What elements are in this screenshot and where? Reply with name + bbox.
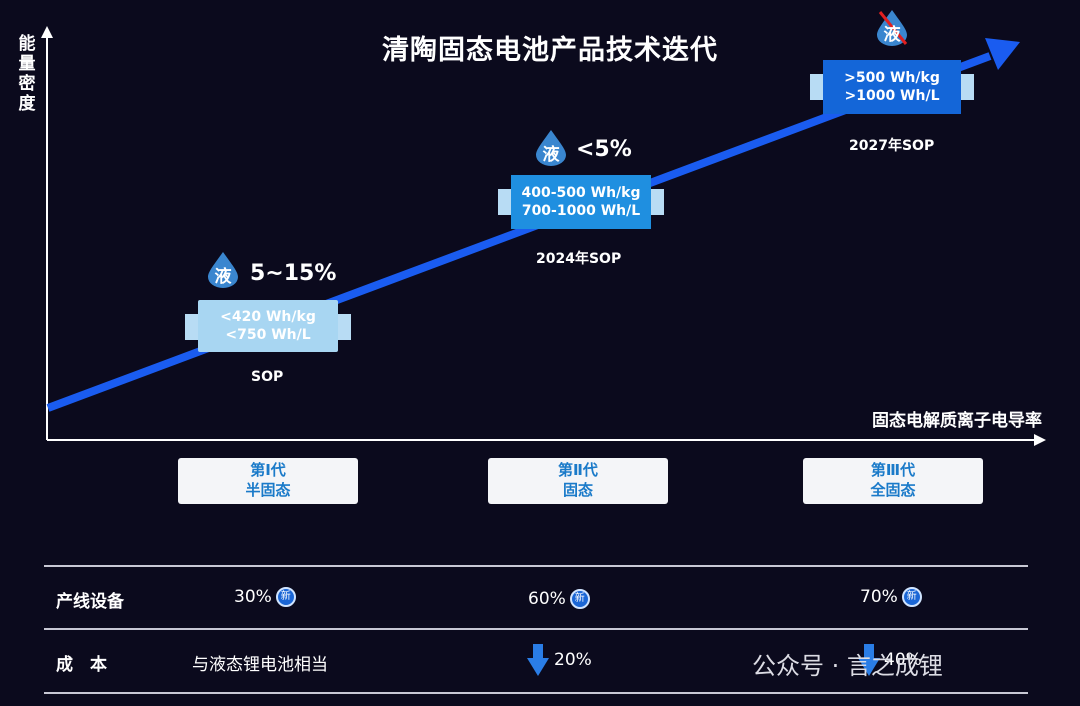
new-badge-icon: 新 — [275, 587, 296, 607]
table-divider — [44, 692, 1028, 694]
spec-box: >500 Wh/kg >1000 Wh/L — [810, 60, 974, 114]
liquid-drop-icon: 液 — [533, 128, 569, 166]
generation-label: 第Ⅰ代 — [250, 461, 286, 479]
down-arrow-icon — [527, 644, 549, 676]
table-cell: 60% 新 — [528, 589, 590, 609]
table-cell: 与液态锂电池相当 — [192, 655, 328, 675]
new-badge-icon: 新 — [901, 587, 922, 607]
no-liquid-drop-icon: 液 — [874, 8, 910, 46]
generation-type: 固态 — [562, 481, 593, 499]
row-label-cost: 成 本 — [56, 655, 107, 675]
generation-card: 第Ⅱ代 固态 — [488, 458, 668, 504]
sop-label: 2024年SOP — [536, 251, 622, 267]
generation-label: 第Ⅱ代 — [558, 461, 598, 479]
trend-arrow-head — [985, 38, 1020, 70]
spec-box: 400-500 Wh/kg 700-1000 Wh/L — [498, 175, 664, 229]
table-cell: 20% — [554, 650, 592, 670]
watermark: 公众号 · 言之成锂 — [752, 652, 943, 680]
generation-label: 第Ⅲ代 — [870, 461, 916, 479]
generation-card: 第Ⅰ代 半固态 — [178, 458, 358, 504]
sop-label: 2027年SOP — [849, 138, 935, 154]
liquid-percent: <5% — [576, 137, 632, 162]
row-label-equipment: 产线设备 — [56, 592, 124, 612]
spec-box: <420 Wh/kg <750 Wh/L — [185, 300, 351, 352]
liquid-percent: 5~15% — [250, 261, 337, 286]
table-divider — [44, 628, 1028, 630]
table-cell: 70% 新 — [860, 587, 922, 607]
table-divider — [44, 565, 1028, 567]
new-badge-icon: 新 — [569, 589, 590, 609]
liquid-drop-icon: 液 — [205, 250, 241, 288]
table-cell: 30% 新 — [234, 587, 296, 607]
generation-type: 全固态 — [870, 481, 916, 499]
sop-label: SOP — [251, 369, 284, 385]
y-axis-label: 能量密度 — [18, 34, 36, 114]
x-axis-label: 固态电解质离子电导率 — [872, 411, 1042, 431]
generation-type: 半固态 — [245, 481, 291, 499]
generation-card: 第Ⅲ代 全固态 — [803, 458, 983, 504]
table-cell: 40% — [884, 650, 922, 670]
down-arrow-icon — [858, 644, 880, 676]
page-title: 清陶固态电池产品技术迭代 — [382, 35, 718, 66]
